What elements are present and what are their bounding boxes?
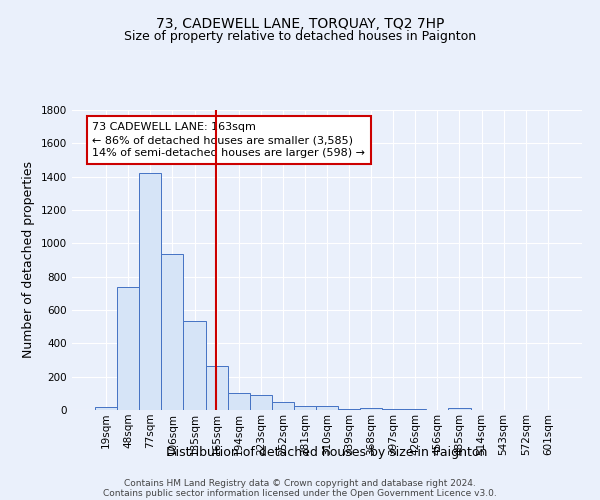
Bar xyxy=(316,406,338,410)
Bar xyxy=(227,392,250,410)
Text: Size of property relative to detached houses in Paignton: Size of property relative to detached ho… xyxy=(124,30,476,43)
Bar xyxy=(294,406,316,410)
Bar xyxy=(272,402,294,410)
Bar xyxy=(206,366,227,410)
Bar xyxy=(360,408,382,410)
Bar xyxy=(117,286,139,410)
Text: 73, CADEWELL LANE, TORQUAY, TQ2 7HP: 73, CADEWELL LANE, TORQUAY, TQ2 7HP xyxy=(156,18,444,32)
Text: 73 CADEWELL LANE: 163sqm
← 86% of detached houses are smaller (3,585)
14% of sem: 73 CADEWELL LANE: 163sqm ← 86% of detach… xyxy=(92,122,365,158)
Bar xyxy=(139,174,161,410)
Bar xyxy=(95,406,117,410)
Bar xyxy=(338,408,360,410)
Text: Distribution of detached houses by size in Paignton: Distribution of detached houses by size … xyxy=(166,446,488,459)
Y-axis label: Number of detached properties: Number of detached properties xyxy=(22,162,35,358)
Bar xyxy=(184,321,206,410)
Text: Contains public sector information licensed under the Open Government Licence v3: Contains public sector information licen… xyxy=(103,490,497,498)
Bar xyxy=(448,408,470,410)
Bar xyxy=(250,395,272,410)
Bar xyxy=(161,254,184,410)
Text: Contains HM Land Registry data © Crown copyright and database right 2024.: Contains HM Land Registry data © Crown c… xyxy=(124,480,476,488)
